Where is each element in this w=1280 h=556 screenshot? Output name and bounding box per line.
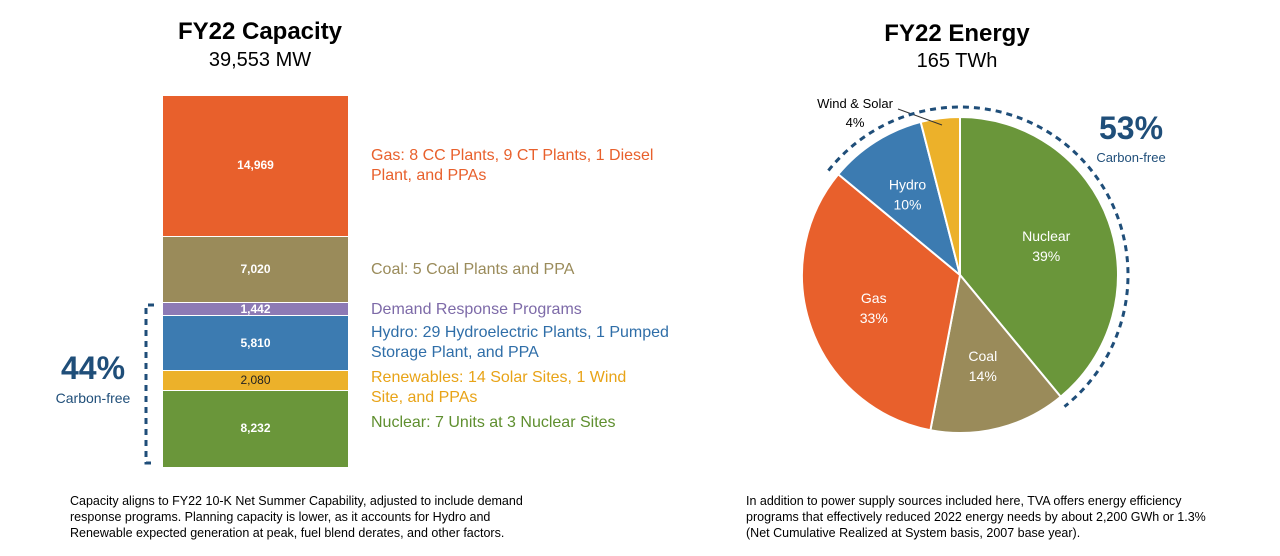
capacity-carbon-free-label: Carbon-free	[55, 390, 131, 406]
energy-pie-chart: Nuclear 39% Coal 14% Gas 33% Hydro 10% Wind & So…	[801, 96, 1130, 434]
bar-segment-nuclear: 8,232	[163, 390, 348, 467]
pie-pct-label: 14%	[969, 368, 997, 384]
bar-segment-hydro: 5,810	[163, 316, 348, 370]
bar-value-label: 2,080	[240, 372, 271, 387]
capacity-note-line: Renewable expected generation at peak, f…	[70, 526, 505, 540]
energy-note-line: (Net Cumulative Realized at System basis…	[746, 526, 1081, 540]
pie-pct-label: 39%	[1032, 248, 1060, 264]
bar-category-label: Nuclear: 7 Units at 3 Nuclear Sites	[371, 414, 616, 431]
bar-category-label: Coal: 5 Coal Plants and PPA	[371, 261, 575, 278]
energy-carbon-free-pct: 53%	[1098, 110, 1164, 146]
pie-pct-label: 10%	[893, 196, 921, 212]
pie-slice-wind-solar	[919, 115, 961, 276]
bar-segment-gas: 14,969	[163, 96, 348, 236]
bar-category-label: Hydro: 29 Hydroelectric Plants, 1 Pumped…	[371, 324, 669, 361]
bar-value-label: 5,810	[240, 335, 271, 350]
carbon-free-arc	[827, 105, 1130, 408]
energy-carbon-free-label: Carbon-free	[1096, 150, 1166, 165]
bar-segment-coal: 7,020	[163, 236, 348, 302]
capacity-note: Capacity aligns to FY22 10-K Net Summer …	[70, 493, 630, 541]
pie-pct-label: 33%	[860, 310, 888, 326]
pie-label: Wind & Solar	[817, 96, 894, 111]
bar-value-label: 14,969	[237, 158, 274, 173]
capacity-subtitle: 39,553 MW	[208, 49, 312, 71]
capacity-note-line: Capacity aligns to FY22 10-K Net Summer …	[70, 494, 523, 508]
bar-segment-demand-response: 1,442	[163, 301, 348, 316]
energy-note-line: programs that effectively reduced 2022 e…	[746, 510, 1206, 524]
energy-subtitle: 165 TWh	[916, 50, 998, 72]
capacity-note-line: response programs. Planning capacity is …	[70, 510, 491, 524]
bar-value-label: 7,020	[240, 261, 271, 276]
pie-label: Nuclear	[1022, 228, 1071, 244]
carbon-free-bracket	[144, 303, 154, 465]
pie-leader-line	[897, 108, 943, 126]
pie-slice-coal	[929, 272, 1063, 434]
capacity-title: FY22 Capacity	[177, 18, 343, 45]
bar-value-label: 1,442	[240, 301, 271, 316]
bar-category-label: Renewables: 14 Solar Sites, 1 Wind Site,…	[371, 369, 627, 406]
bar-value-label: 8,232	[240, 421, 271, 436]
capacity-carbon-free-pct: 44%	[60, 350, 126, 386]
pie-slice-gas	[801, 172, 962, 432]
pie-pct-label: 4%	[846, 115, 865, 130]
pie-label: Hydro	[889, 176, 927, 192]
pie-label: Gas	[861, 290, 887, 306]
pie-label: Coal	[968, 348, 997, 364]
energy-title: FY22 Energy	[884, 20, 1030, 47]
energy-note: In addition to power supply sources incl…	[746, 493, 1276, 541]
energy-note-line: In addition to power supply sources incl…	[746, 494, 1182, 508]
bar-category-label: Demand Response Programs	[371, 301, 582, 318]
pie-slice-nuclear	[959, 115, 1119, 399]
bar-segment-renewables: 2,080	[163, 371, 348, 390]
bar-category-label: Gas: 8 CC Plants, 9 CT Plants, 1 Diesel …	[371, 147, 654, 184]
